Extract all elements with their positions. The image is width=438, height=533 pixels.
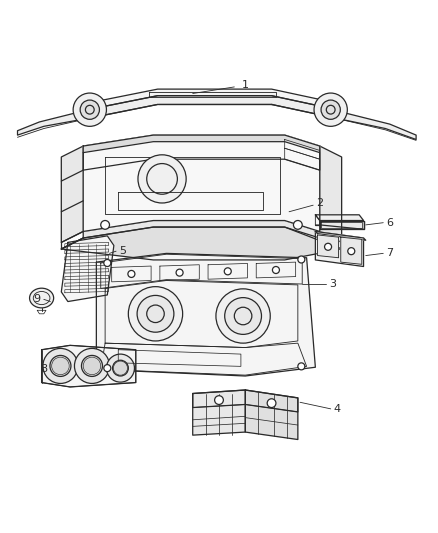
- Circle shape: [81, 356, 102, 376]
- Polygon shape: [18, 102, 92, 135]
- Circle shape: [176, 269, 183, 276]
- Polygon shape: [315, 231, 364, 266]
- Polygon shape: [83, 135, 320, 170]
- Circle shape: [225, 297, 261, 334]
- Circle shape: [74, 349, 110, 383]
- Circle shape: [298, 256, 305, 263]
- Circle shape: [325, 243, 332, 251]
- Circle shape: [73, 93, 106, 126]
- Circle shape: [113, 360, 128, 376]
- Text: 3: 3: [329, 279, 336, 289]
- Circle shape: [128, 287, 183, 341]
- Circle shape: [215, 395, 223, 405]
- Polygon shape: [61, 227, 342, 260]
- Polygon shape: [92, 89, 333, 109]
- Polygon shape: [193, 390, 245, 435]
- Polygon shape: [315, 231, 366, 240]
- Text: 9: 9: [34, 294, 41, 304]
- Polygon shape: [42, 345, 136, 387]
- Circle shape: [298, 363, 305, 370]
- Circle shape: [314, 93, 347, 126]
- Circle shape: [321, 100, 340, 119]
- Polygon shape: [83, 142, 320, 231]
- Polygon shape: [320, 221, 364, 229]
- Circle shape: [106, 354, 134, 382]
- Polygon shape: [320, 146, 342, 243]
- Circle shape: [80, 100, 99, 119]
- Circle shape: [224, 268, 231, 275]
- Polygon shape: [333, 102, 416, 140]
- Polygon shape: [96, 253, 315, 376]
- Circle shape: [50, 356, 71, 376]
- Circle shape: [216, 289, 270, 343]
- Text: 8: 8: [40, 365, 47, 374]
- Polygon shape: [92, 96, 333, 118]
- Polygon shape: [315, 215, 364, 221]
- Circle shape: [348, 248, 355, 255]
- Polygon shape: [83, 221, 320, 238]
- Circle shape: [267, 399, 276, 408]
- Text: 2: 2: [316, 198, 323, 208]
- Text: 7: 7: [386, 248, 393, 259]
- Circle shape: [138, 155, 186, 203]
- Text: 4: 4: [334, 404, 341, 414]
- Circle shape: [137, 295, 174, 332]
- Polygon shape: [341, 237, 362, 264]
- Text: 5: 5: [119, 246, 126, 256]
- Ellipse shape: [29, 288, 53, 308]
- Circle shape: [104, 260, 111, 266]
- Polygon shape: [318, 235, 339, 258]
- Circle shape: [272, 266, 279, 273]
- Circle shape: [104, 365, 111, 372]
- Circle shape: [293, 221, 302, 229]
- Polygon shape: [61, 236, 114, 302]
- Polygon shape: [193, 390, 298, 412]
- Circle shape: [128, 270, 135, 278]
- Circle shape: [101, 221, 110, 229]
- Circle shape: [43, 349, 78, 383]
- Text: 1: 1: [242, 80, 249, 90]
- Polygon shape: [61, 146, 83, 243]
- Polygon shape: [83, 135, 320, 152]
- Text: 6: 6: [386, 217, 393, 228]
- Polygon shape: [245, 390, 298, 440]
